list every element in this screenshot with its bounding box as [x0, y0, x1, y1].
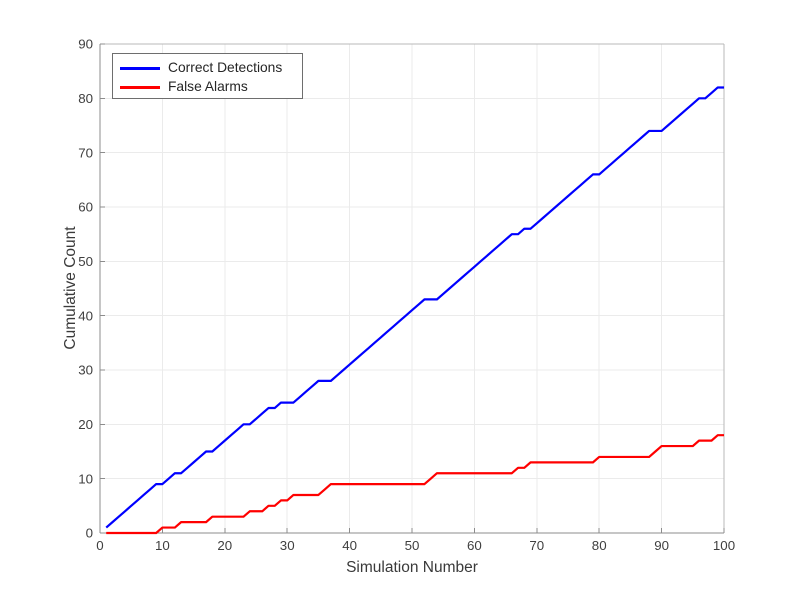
legend-item-label: Correct Detections [168, 60, 283, 76]
grid-lines [100, 44, 724, 533]
legend-item-false-alarms: False Alarms [113, 78, 302, 96]
svg-text:60: 60 [467, 538, 482, 553]
x-axis-label: Simulation Number [346, 559, 478, 576]
svg-text:70: 70 [529, 538, 544, 553]
series-false-alarms-line [106, 434, 724, 535]
legend: Correct Detections False Alarms [112, 53, 303, 99]
legend-line-sample-correct-detections [120, 66, 160, 70]
svg-text:0: 0 [86, 526, 93, 541]
series-correct-detections-line [105, 86, 724, 529]
svg-text:40: 40 [342, 538, 357, 553]
svg-text:10: 10 [155, 538, 170, 553]
legend-item-correct-detections: Correct Detections [113, 59, 302, 77]
svg-text:60: 60 [78, 200, 93, 215]
svg-text:30: 30 [280, 538, 295, 553]
svg-text:20: 20 [78, 417, 93, 432]
x-tick-labels: 0 10 20 30 40 50 60 70 80 90 100 [96, 538, 735, 553]
svg-text:80: 80 [78, 91, 93, 106]
svg-text:90: 90 [78, 37, 93, 52]
svg-text:50: 50 [78, 254, 93, 269]
svg-text:30: 30 [78, 363, 93, 378]
legend-line-sample-false-alarms [120, 85, 160, 89]
y-tick-labels: 0 10 20 30 40 50 60 70 80 90 [78, 37, 93, 541]
svg-text:80: 80 [592, 538, 607, 553]
svg-text:20: 20 [217, 538, 232, 553]
svg-text:0: 0 [96, 538, 103, 553]
svg-text:100: 100 [713, 538, 735, 553]
svg-text:70: 70 [78, 145, 93, 160]
legend-item-label: False Alarms [168, 79, 248, 95]
svg-text:10: 10 [78, 471, 93, 486]
svg-text:50: 50 [405, 538, 420, 553]
y-axis-label: Cumulative Count [62, 226, 79, 350]
svg-text:90: 90 [654, 538, 669, 553]
svg-text:40: 40 [78, 308, 93, 323]
